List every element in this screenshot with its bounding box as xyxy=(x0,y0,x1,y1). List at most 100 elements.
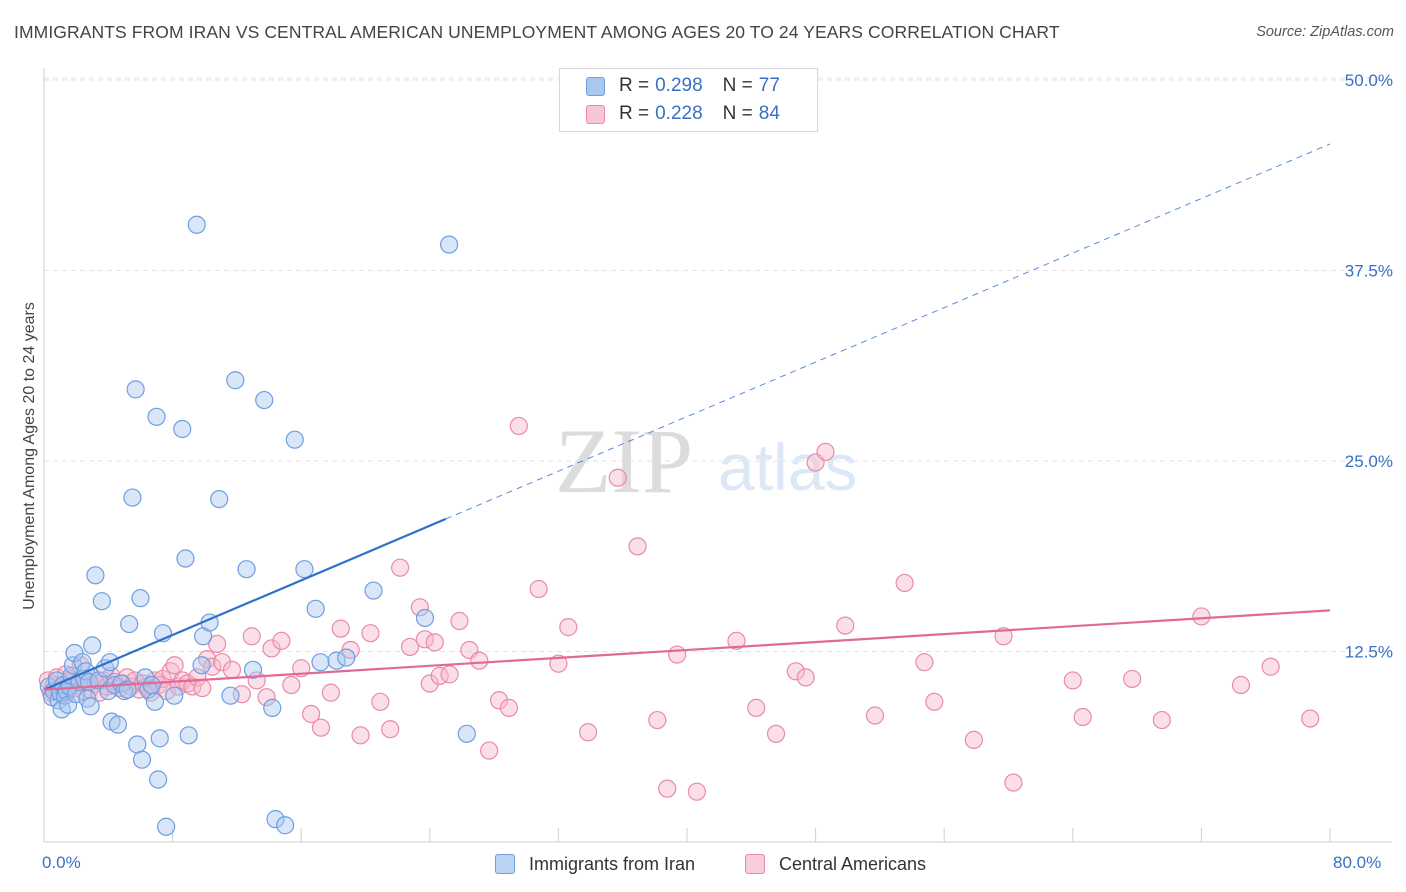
point-central-american xyxy=(262,639,281,658)
point-central-american xyxy=(648,710,667,730)
point-iran xyxy=(86,566,105,585)
point-central-american xyxy=(415,630,434,649)
point-central-american xyxy=(391,558,410,577)
point-central-american xyxy=(272,631,291,650)
y-tick-label: 37.5% xyxy=(1345,262,1393,281)
point-central-american xyxy=(1301,709,1320,728)
legend-n-label: N = xyxy=(722,103,753,124)
legend: R = 0.298 N = 77 R = 0.228 N = 84 xyxy=(559,68,818,132)
series-immigrants-from-iran xyxy=(39,215,476,836)
point-iran xyxy=(81,697,100,716)
point-iran xyxy=(306,599,325,618)
source-label: Source: ZipAtlas.com xyxy=(1256,24,1394,40)
point-central-american xyxy=(282,675,301,695)
y-axis-label: Unemployment Among Ages 20 to 24 years xyxy=(21,302,38,610)
point-central-american xyxy=(499,698,519,717)
point-central-american xyxy=(895,573,914,593)
legend-swatch-pink xyxy=(586,104,605,124)
point-central-american xyxy=(1073,707,1092,727)
point-iran xyxy=(237,560,256,579)
point-central-american xyxy=(796,668,815,687)
point-central-american xyxy=(242,627,261,646)
point-central-american xyxy=(687,782,706,801)
point-iran xyxy=(165,686,184,705)
point-iran xyxy=(210,490,229,509)
trend-lines xyxy=(43,143,1331,691)
bottom-legend-label-central: Central Americans xyxy=(779,853,927,874)
point-iran xyxy=(285,430,304,449)
point-iran xyxy=(83,636,102,655)
point-central-american xyxy=(178,674,197,693)
point-central-american xyxy=(766,724,786,743)
point-iran xyxy=(457,724,476,743)
x-tick-label-min: 0.0% xyxy=(42,853,81,872)
point-central-american xyxy=(727,631,746,650)
point-central-american xyxy=(1004,773,1023,792)
legend-row-central: R = 0.228 N = 84 xyxy=(586,103,800,125)
point-central-american xyxy=(440,665,459,684)
point-central-american xyxy=(371,692,390,711)
watermark-zip: ZIP xyxy=(555,410,693,512)
point-central-american xyxy=(1231,675,1251,695)
point-central-american xyxy=(331,619,350,638)
trend-line-central-americans xyxy=(43,609,1331,691)
legend-n-value: 84 xyxy=(758,103,780,124)
point-iran xyxy=(187,215,206,234)
point-central-american xyxy=(786,662,805,681)
legend-row-iran: R = 0.298 N = 77 xyxy=(586,75,800,97)
bottom-legend-swatch-blue xyxy=(495,854,515,874)
axes xyxy=(43,68,1392,843)
point-central-american xyxy=(351,726,370,745)
point-iran xyxy=(337,648,356,667)
point-central-american xyxy=(257,688,276,707)
point-central-american xyxy=(208,634,227,653)
point-iran xyxy=(192,656,211,675)
point-iran xyxy=(120,614,139,634)
point-central-american xyxy=(400,637,420,657)
point-central-american xyxy=(1152,710,1171,730)
point-iran xyxy=(364,581,383,600)
point-central-american xyxy=(549,654,568,673)
point-central-american xyxy=(212,653,232,672)
legend-r-value: 0.298 xyxy=(655,75,703,96)
point-central-american xyxy=(925,692,944,711)
legend-n-value: 77 xyxy=(758,75,780,96)
y-tick-label: 25.0% xyxy=(1345,452,1393,471)
point-iran xyxy=(149,770,168,789)
point-iran xyxy=(108,715,128,734)
point-central-american xyxy=(1192,607,1211,626)
point-central-american xyxy=(964,730,983,749)
point-central-american xyxy=(193,678,212,698)
point-iran xyxy=(266,810,285,829)
point-central-american xyxy=(1261,657,1280,676)
point-central-american xyxy=(578,723,598,742)
point-iran xyxy=(123,488,142,507)
point-iran xyxy=(157,817,176,836)
point-central-american xyxy=(668,645,687,664)
bottom-legend-iran: Immigrants from Iran xyxy=(495,852,695,876)
y-tick-labels: 12.5% 25.0% 37.5% 50.0% xyxy=(1345,71,1393,662)
point-central-american xyxy=(608,468,627,487)
trend-line-iran xyxy=(43,517,447,691)
point-central-american xyxy=(1063,671,1082,690)
point-iran xyxy=(311,653,330,672)
legend-r-value: 0.228 xyxy=(655,103,703,124)
point-central-american xyxy=(747,698,766,717)
point-iran xyxy=(145,692,165,711)
point-iran xyxy=(221,686,240,705)
point-iran xyxy=(243,660,263,679)
chart-title: IMMIGRANTS FROM IRAN VS CENTRAL AMERICAN… xyxy=(14,22,1060,42)
point-central-american xyxy=(994,627,1013,646)
point-central-american xyxy=(836,616,855,635)
point-iran xyxy=(92,592,111,611)
point-central-american xyxy=(450,611,469,631)
point-iran xyxy=(142,675,161,695)
point-iran xyxy=(132,750,152,769)
point-central-american xyxy=(301,704,321,724)
point-iran xyxy=(263,698,282,717)
legend-n-label: N = xyxy=(722,75,753,96)
point-iran xyxy=(295,560,314,579)
point-iran xyxy=(147,407,166,426)
y-tick-label: 50.0% xyxy=(1345,71,1393,90)
